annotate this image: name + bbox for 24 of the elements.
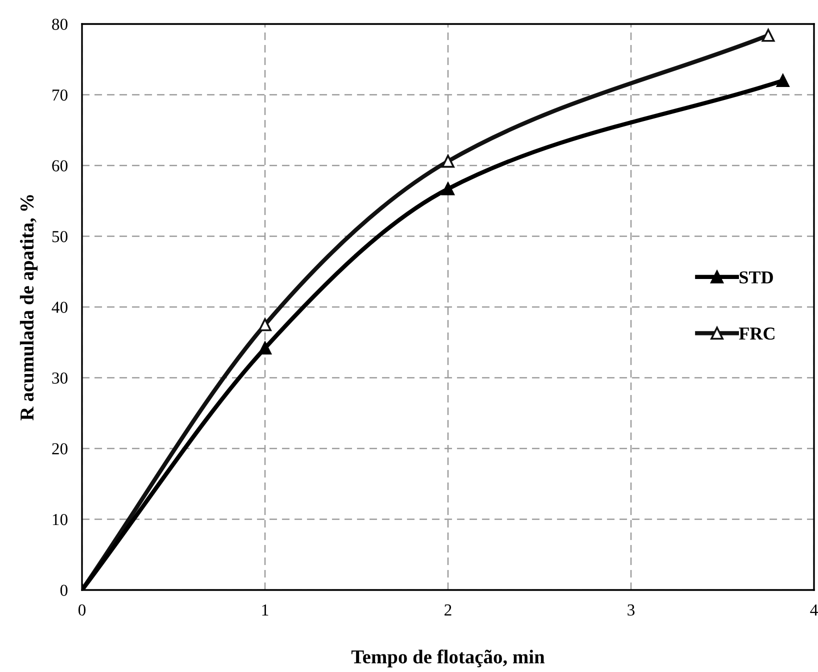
legend-label: STD bbox=[740, 271, 773, 284]
y-tick-label: 50 bbox=[52, 230, 68, 242]
y-tick-label: 30 bbox=[52, 372, 68, 384]
point bbox=[762, 28, 775, 42]
point bbox=[442, 182, 454, 196]
point bbox=[258, 318, 272, 332]
y-tick-label: 70 bbox=[52, 89, 68, 101]
y-tick-label: 20 bbox=[52, 443, 68, 454]
x-axis-title: Tempo de flotação, min bbox=[351, 650, 545, 668]
y-tick-label: 0 bbox=[60, 584, 68, 596]
x-tick-label: 0 bbox=[78, 604, 86, 616]
x-tick-label: 2 bbox=[444, 604, 452, 616]
x-tick-label: 3 bbox=[628, 604, 635, 616]
x-tick-label: 4 bbox=[810, 604, 818, 616]
point bbox=[258, 342, 272, 354]
legend-label: FRC bbox=[738, 328, 774, 340]
y-tick-label: 80 bbox=[52, 18, 68, 30]
point bbox=[442, 154, 454, 168]
y-tick-label: 10 bbox=[52, 514, 68, 526]
y-tick-label: 40 bbox=[52, 302, 68, 313]
y-axis-title: R acumulada de apatita, % bbox=[20, 195, 38, 420]
point bbox=[776, 74, 790, 88]
x-tick-label: 1 bbox=[262, 604, 268, 616]
y-tick-label: 60 bbox=[52, 160, 68, 172]
